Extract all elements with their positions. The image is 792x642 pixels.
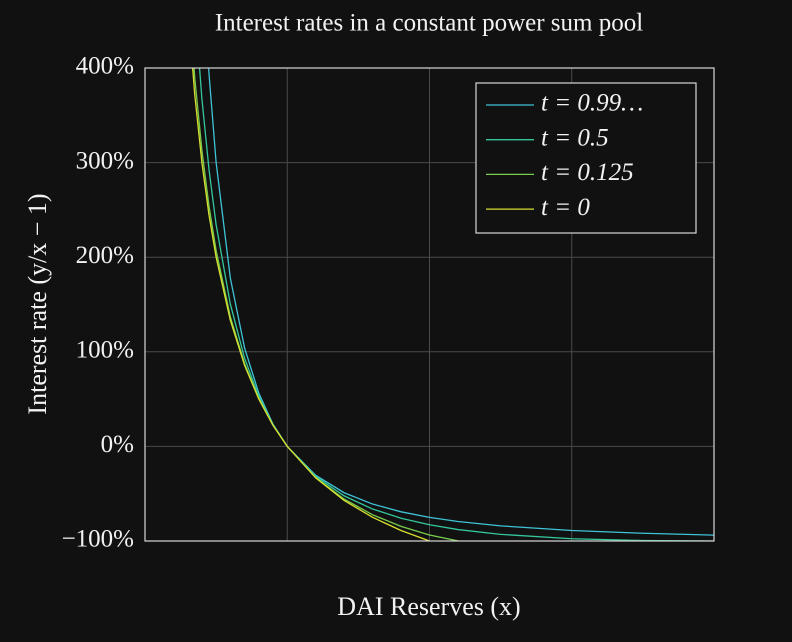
- y-tick-label: 200%: [76, 242, 134, 269]
- y-tick-label: 100%: [76, 337, 134, 364]
- series-line: [192, 68, 430, 541]
- y-tick-label: 400%: [76, 53, 134, 80]
- legend-box: [475, 82, 697, 234]
- legend-label: t = 0.5: [541, 124, 609, 151]
- legend-label: t = 0.99…: [541, 90, 643, 117]
- x-axis-label: DAI Reserves (x): [337, 592, 520, 621]
- y-axis-label: Interest rate (y/x − 1): [23, 193, 52, 414]
- y-tick-label: 300%: [76, 147, 134, 174]
- y-tick-label: 0%: [101, 431, 134, 458]
- y-tick-label: −100%: [62, 526, 134, 553]
- chart-title: Interest rates in a constant power sum p…: [215, 10, 643, 37]
- plot-lines: [192, 68, 714, 541]
- plot-frame: [144, 67, 715, 542]
- legend-label: t = 0: [541, 194, 590, 221]
- legend: t = 0.99… t = 0.5 t = 0.125 t = 0: [475, 82, 697, 234]
- legend-label: t = 0.125: [541, 159, 634, 186]
